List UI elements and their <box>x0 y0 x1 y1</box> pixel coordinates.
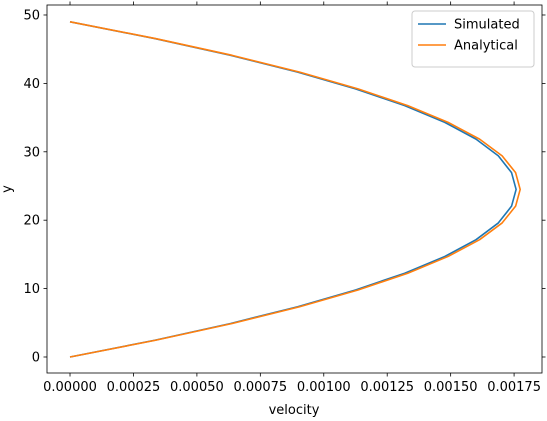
legend-label: Simulated <box>454 18 520 33</box>
y-tick-label: 20 <box>23 214 40 229</box>
y-tick-label: 30 <box>23 145 40 160</box>
x-tick-label: 0.00150 <box>424 380 478 395</box>
data-line <box>69 21 521 358</box>
x-tick-label: 0.00175 <box>487 380 541 395</box>
y-tick-label: 10 <box>23 282 40 297</box>
x-tick-label: 0.00075 <box>233 380 287 395</box>
data-line <box>69 21 517 358</box>
legend-box <box>411 10 535 68</box>
x-tick-label: 0.00100 <box>297 380 351 395</box>
x-tick-label: 0.00025 <box>107 380 161 395</box>
y-tick-label: 50 <box>23 8 40 23</box>
x-tick-label: 0.00000 <box>43 380 97 395</box>
legend-label: Analytical <box>454 39 518 54</box>
y-tick-label: 0 <box>32 350 40 365</box>
x-axis-label: velocity <box>269 403 320 417</box>
plot-frame <box>46 4 543 374</box>
x-tick-label: 0.00125 <box>360 380 414 395</box>
y-tick-label: 40 <box>23 77 40 92</box>
x-tick-label: 0.00050 <box>170 380 224 395</box>
y-axis-label: y <box>0 185 15 193</box>
